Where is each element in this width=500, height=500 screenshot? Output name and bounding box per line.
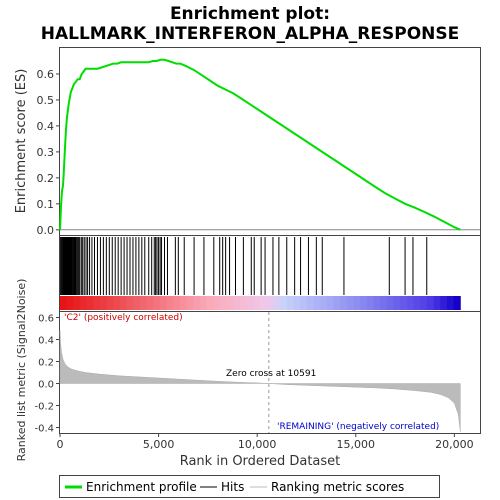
rank-color-bar-segment [400,296,408,310]
rank-color-bar-segment [226,296,234,310]
rank-color-bar-segment [320,296,328,310]
es-ytick-label: 0.1 [37,198,55,211]
chart-title-line1: Enrichment plot: [170,4,330,24]
rank-color-bar-segment [206,296,214,310]
ranking-layer: -0.4 -0.2 0.0 0.2 0.4 0.6 0 5,000 10,000 15,000 20… [34,312,474,451]
rank-color-bar-segment [173,296,181,310]
rank-color-bar-segment [413,296,421,310]
es-ytick-label: 0.6 [37,68,55,81]
rank-color-bar-segment [360,296,368,310]
rank-color-bar-segment [80,296,88,310]
rank-color-bar-segment [200,296,208,310]
rank-color-bar-segment [426,296,435,310]
rank-color-bar-segment [273,296,281,310]
x-tick-label: 20,000 [435,438,474,451]
es-panel-frame [59,47,481,236]
ranking-ytick-label: 0.0 [38,380,54,391]
rank-color-bar-segment [120,296,128,310]
rank-color-bar-segment [146,296,154,310]
rank-color-bar-segment [66,296,74,310]
legend-es-label: Enrichment profile [86,480,197,494]
legend-hits-label: Hits [221,480,244,494]
ranking-ytick-label: 0.6 [38,314,54,325]
rank-color-bar-segment [293,296,301,310]
rank-color-bar-segment [106,296,114,310]
es-ytick-label: 0.2 [37,172,55,185]
rank-color-bar-segment [213,296,221,310]
ranking-ytick-label: 0.2 [38,358,54,369]
rank-color-bar-segment [266,296,274,310]
es-curve [59,58,461,231]
es-axis-title: Enrichment score (ES) [14,69,29,214]
x-tick-label: 5,000 [143,438,175,451]
ranking-ytick-label: 0.4 [38,336,54,347]
rank-color-bar-segment [93,296,101,310]
rank-color-bar-segment [366,296,375,310]
x-tick-label: 15,000 [337,438,376,451]
rank-color-bar-segment [353,296,361,310]
rank-color-bar-segment [326,296,335,310]
es-layer: 0.0 0.1 0.2 0.3 0.4 0.5 0.6 [37,58,480,237]
rank-color-bar-segment [373,296,381,310]
rank-color-bar-segment [380,296,388,310]
ranking-axis-title: Ranked list metric (Signal2Noise) [15,279,28,462]
ranking-metric-area [59,330,461,432]
es-ytick-label: 0.0 [37,224,55,237]
es-ytick-label: 0.3 [37,146,55,159]
rank-color-bar-segment [386,296,395,310]
rank-color-bar-segment [73,296,81,310]
rank-color-bar-segment [160,296,168,310]
rank-color-bar-segment [100,296,108,310]
rank-color-bar-segment [260,296,268,310]
legend-ranking-label: Ranking metric scores [271,480,404,494]
ranking-ytick-label: -0.2 [34,402,54,413]
rank-color-bar-segment [153,296,161,310]
rank-color-bar-segment [193,296,201,310]
rank-color-bar-segment [313,296,321,310]
rank-color-bar-segment [60,296,68,310]
rank-color-bar-segment [133,296,141,310]
hits-layer [60,237,461,310]
rank-color-bar-segment [346,296,355,310]
rank-color-bar-segment [113,296,121,310]
rank-color-bar-segment [180,296,188,310]
rank-color-bar-segment [340,296,348,310]
rank-color-bar-segment [286,296,294,310]
rank-color-bar-segment [433,296,441,310]
rank-color-bar-segment [166,296,174,310]
x-tick-label: 10,000 [238,438,277,451]
rank-color-bar-segment [306,296,315,310]
rank-color-bar-segment [420,296,428,310]
rank-color-bar-segment [406,296,415,310]
rank-color-bar-segment [393,296,401,310]
rank-color-bar-segment [140,296,148,310]
rank-color-bar-segment [86,296,94,310]
rank-color-bar-segment [240,296,248,310]
ranking-ytick-label: -0.4 [34,424,54,435]
rank-color-bar-segment [233,296,241,310]
chart-title-line2: HALLMARK_INTERFERON_ALPHA_RESPONSE [41,24,460,44]
rank-color-bar-segment [446,296,455,310]
ranking-panel-frame [59,311,481,434]
rank-color-bar-segment [440,296,448,310]
rank-color-bar-segment [333,296,341,310]
negative-correlation-label: 'REMAINING' (negatively correlated) [277,422,439,432]
zero-cross-label: Zero cross at 10591 [226,369,316,379]
rank-color-bar-segment [280,296,288,310]
es-ytick-label: 0.4 [37,120,55,133]
rank-color-bar-segment [246,296,254,310]
x-axis-title: Rank in Ordered Dataset [180,454,341,469]
rank-color-bar-segment [300,296,308,310]
es-ytick-label: 0.5 [37,94,55,107]
rank-color-bar-segment [186,296,194,310]
rank-color-bar-segment [453,296,461,310]
positive-correlation-label: 'C2' (positively correlated) [64,313,183,323]
rank-color-bar-segment [126,296,134,310]
x-tick-label: 0 [57,438,64,451]
rank-color-bar-segment [253,296,261,310]
rank-color-bar-segment [220,296,228,310]
legend-box [59,475,440,498]
